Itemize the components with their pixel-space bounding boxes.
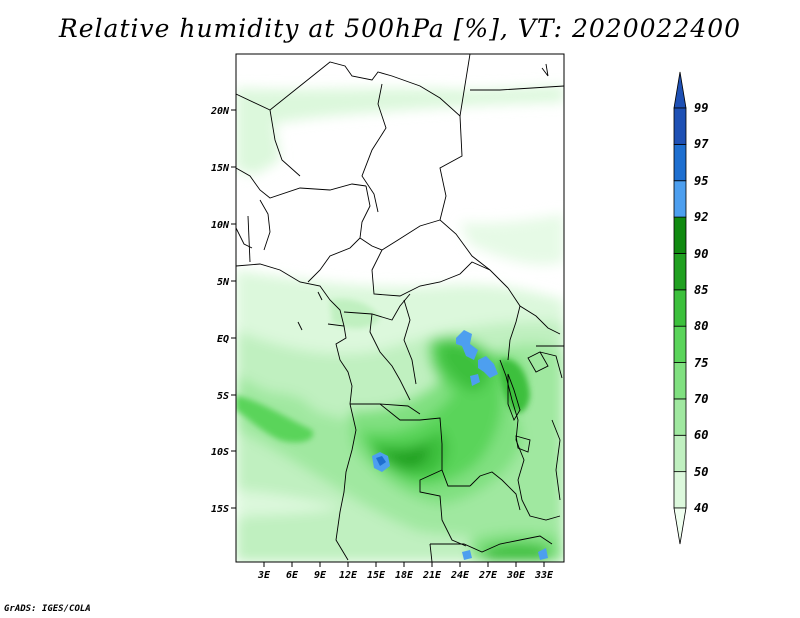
colorbar-top-arrow xyxy=(674,72,686,108)
lat-label: 10S xyxy=(211,447,229,458)
colorbar: 99 97 95 92 90 85 80 75 70 60 50 40 xyxy=(674,72,709,544)
lat-label: 20N xyxy=(210,106,230,117)
lon-axis: 3E 6E 9E 12E 15E 18E 21E 24E 27E 30E 33E xyxy=(257,562,554,581)
colorbar-label: 50 xyxy=(694,465,708,479)
colorbar-segment xyxy=(674,472,686,508)
colorbar-segment xyxy=(674,217,686,253)
colorbar-bottom-arrow xyxy=(674,508,686,544)
colorbar-label: 70 xyxy=(694,392,708,406)
lon-label: 18E xyxy=(395,570,414,581)
lon-label: 21E xyxy=(422,570,442,581)
colorbar-label: 75 xyxy=(694,356,708,370)
colorbar-segment xyxy=(674,435,686,471)
lon-label: 33E xyxy=(534,570,554,581)
colorbar-segment xyxy=(674,253,686,289)
colorbar-label: 80 xyxy=(694,319,708,333)
colorbar-segment xyxy=(674,326,686,362)
lat-axis: 20N 15N 10N 5N EQ 5S 10S 15S xyxy=(210,106,236,515)
colorbar-label: 40 xyxy=(694,501,708,515)
lat-label: 15S xyxy=(211,504,229,515)
lat-label: 5N xyxy=(217,277,230,288)
lon-label: 24E xyxy=(450,570,470,581)
lon-label: 9E xyxy=(314,570,327,581)
colorbar-segment xyxy=(674,144,686,180)
lon-label: 3E xyxy=(257,570,271,581)
colorbar-segment xyxy=(674,363,686,399)
colorbar-label: 92 xyxy=(694,210,708,224)
lon-label: 12E xyxy=(339,570,358,581)
grads-credit: GrADS: IGES/COLA xyxy=(4,604,91,614)
lat-label: EQ xyxy=(217,334,229,345)
colorbar-segment xyxy=(674,108,686,144)
lat-label: 5S xyxy=(217,391,229,402)
humidity-field xyxy=(236,86,564,562)
lon-label: 30E xyxy=(506,570,526,581)
lon-label: 6E xyxy=(286,570,299,581)
colorbar-segment xyxy=(674,181,686,217)
colorbar-label: 95 xyxy=(694,174,708,188)
colorbar-label: 90 xyxy=(694,247,708,261)
lon-label: 15E xyxy=(367,570,386,581)
colorbar-segment xyxy=(674,290,686,326)
colorbar-label: 99 xyxy=(694,101,708,115)
colorbar-label: 60 xyxy=(694,428,708,442)
map-figure: 20N 15N 10N 5N EQ 5S 10S 15S 3E 6E xyxy=(0,0,800,618)
lon-label: 27E xyxy=(478,570,498,581)
colorbar-segment xyxy=(674,399,686,435)
lat-label: 10N xyxy=(211,220,230,231)
lat-label: 15N xyxy=(211,163,230,174)
colorbar-label: 85 xyxy=(694,283,708,297)
colorbar-label: 97 xyxy=(694,137,709,151)
